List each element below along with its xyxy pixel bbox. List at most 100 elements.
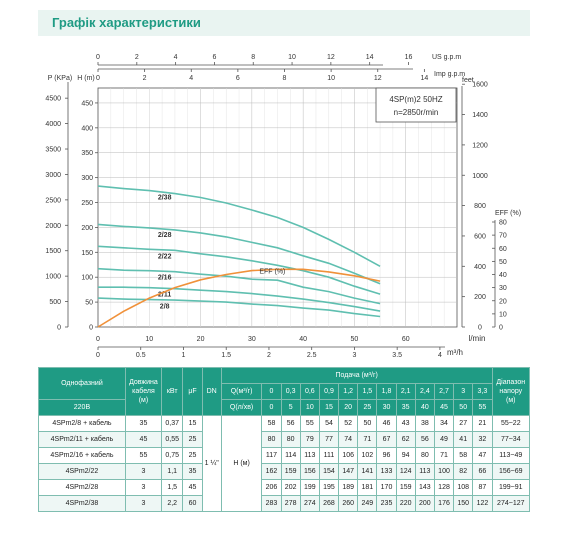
uf-cell: 15 bbox=[182, 415, 203, 432]
x-axis-unit-m3h: m³/h bbox=[447, 348, 463, 357]
head-value-cell: 100 bbox=[433, 463, 455, 480]
x-tick-label-lmin: 40 bbox=[299, 336, 307, 343]
head-value-cell: 82 bbox=[453, 463, 474, 480]
y-tick-label-head: 200 bbox=[81, 225, 93, 232]
y-tick-label-eff: 40 bbox=[499, 272, 507, 279]
y-axis-unit-eff: EFF (%) bbox=[495, 210, 521, 217]
head-value-cell: 141 bbox=[357, 463, 378, 480]
x-tick-label-us: 8 bbox=[251, 54, 255, 61]
speed-label: n=2850r/min bbox=[394, 108, 439, 117]
q-lmin-value: 45 bbox=[433, 399, 455, 416]
kw-cell: 1,5 bbox=[160, 479, 184, 496]
head-value-cell: 150 bbox=[453, 495, 474, 512]
y-tick-label-eff: 70 bbox=[499, 233, 507, 240]
head-value-cell: 249 bbox=[357, 495, 378, 512]
q-lmin-value: 35 bbox=[395, 399, 416, 416]
head-value-cell: 80 bbox=[280, 431, 301, 448]
x-tick-label-m3h: 4 bbox=[438, 352, 442, 359]
q-m3h-value: 0 bbox=[261, 383, 282, 400]
head-range-cell: 199~91 bbox=[491, 479, 531, 496]
y-tick-label-eff: 50 bbox=[499, 259, 507, 266]
dn-cell: 1 ¼" bbox=[201, 415, 222, 512]
x-tick-label-imp: 8 bbox=[283, 75, 287, 82]
y-tick-label-head: 350 bbox=[81, 150, 93, 157]
head-value-cell: 133 bbox=[376, 463, 397, 480]
q-lmin-value: 25 bbox=[357, 399, 378, 416]
x-tick-label-m3h: 3 bbox=[352, 352, 356, 359]
head-value-cell: 220 bbox=[395, 495, 416, 512]
q-m3h-value: 1,2 bbox=[338, 383, 359, 400]
curve-label-2-22: 2/22 bbox=[158, 253, 172, 260]
table-row: 4SPm2/28 3 1,5 45 206 202 199 195 189 181 170 159 14… bbox=[38, 479, 531, 496]
head-value-cell: 102 bbox=[357, 447, 378, 464]
y-tick-label-pressure: 4500 bbox=[45, 96, 61, 103]
q-m3h-value: 0,3 bbox=[280, 383, 301, 400]
cable-length-header: Довжина кабеля (м) bbox=[124, 367, 163, 416]
uf-cell: 60 bbox=[182, 495, 203, 512]
head-value-cell: 154 bbox=[318, 463, 340, 480]
head-value-cell: 114 bbox=[280, 447, 301, 464]
head-curve-2-11 bbox=[98, 286, 381, 312]
x-tick-label-lmin: 10 bbox=[145, 336, 153, 343]
y-tick-label-pressure: 2500 bbox=[45, 197, 61, 204]
head-curve-2-16 bbox=[97, 267, 381, 305]
table-row: 4SPm2/8 + кабель 35 0,37 15 1 ¼" H (м) 58 56 55 5… bbox=[38, 415, 531, 512]
uf-header: μF bbox=[182, 367, 203, 416]
head-value-cell: 113 bbox=[299, 447, 320, 464]
y-axis-unit-pressure: P (KPa) bbox=[48, 75, 72, 82]
head-value-cell: 79 bbox=[299, 431, 320, 448]
head-value-cell: 34 bbox=[433, 415, 455, 432]
head-value-cell: 159 bbox=[280, 463, 301, 480]
x-tick-label-m3h: 1.5 bbox=[221, 352, 231, 359]
model-cell: 4SPm2/22 bbox=[38, 463, 126, 480]
head-value-cell: 170 bbox=[376, 479, 397, 496]
head-value-cell: 49 bbox=[433, 431, 455, 448]
model-cell: 4SPm2/16 + кабель bbox=[38, 447, 126, 464]
x-tick-label-lmin: 20 bbox=[197, 336, 205, 343]
y-tick-label-feet: 600 bbox=[474, 233, 486, 240]
h-label-cell: H (м) bbox=[220, 415, 263, 512]
y-axis-unit-feet: feet bbox=[462, 77, 474, 84]
y-tick-label-head: 0 bbox=[89, 325, 93, 332]
y-tick-label-feet: 400 bbox=[474, 264, 486, 271]
head-value-cell: 181 bbox=[357, 479, 378, 496]
head-range-cell: 77~34 bbox=[491, 431, 531, 448]
x-tick-label-imp: 14 bbox=[420, 75, 428, 82]
table-body: 4SPm2/8 + кабель 35 0,37 15 1 ¼" H (м) 58 56 55 5… bbox=[38, 415, 531, 512]
q-lmin-value: 40 bbox=[414, 399, 435, 416]
head-value-cell: 52 bbox=[338, 415, 359, 432]
spec-table: Однофазний Довжина кабеля (м) кВт μF DN … bbox=[38, 367, 531, 512]
x-axis-unit-us: US g.p.m bbox=[432, 54, 461, 61]
kw-cell: 1,1 bbox=[160, 463, 184, 480]
page-title: Графік характеристики bbox=[52, 15, 201, 30]
single-phase-label: Однофазний bbox=[61, 380, 103, 387]
y-tick-label-head: 100 bbox=[81, 275, 93, 282]
head-value-cell: 46 bbox=[376, 415, 397, 432]
head-value-cell: 21 bbox=[472, 415, 493, 432]
flow-title: Подача (м³/г) bbox=[220, 367, 493, 384]
range-label-3: (м) bbox=[506, 397, 516, 404]
x-axis-unit-imp: Imp g.p.m bbox=[434, 71, 465, 78]
range-label-1: Діапазон bbox=[496, 379, 526, 386]
cable-length-cell: 3 bbox=[124, 495, 163, 512]
head-value-cell: 122 bbox=[472, 495, 493, 512]
x-tick-label-us: 10 bbox=[288, 54, 296, 61]
y-tick-label-feet: 0 bbox=[478, 325, 482, 332]
head-value-cell: 96 bbox=[376, 447, 397, 464]
head-value-cell: 111 bbox=[318, 447, 340, 464]
x-tick-label-imp: 12 bbox=[374, 75, 382, 82]
head-value-cell: 195 bbox=[318, 479, 340, 496]
head-value-cell: 143 bbox=[414, 479, 435, 496]
efficiency-curve bbox=[97, 268, 381, 328]
head-curve-2-28 bbox=[97, 223, 381, 285]
model-label: 4SP(m)2 50HZ bbox=[389, 95, 442, 104]
head-value-cell: 128 bbox=[433, 479, 455, 496]
y-tick-label-feet: 1600 bbox=[472, 82, 488, 89]
head-value-cell: 113 bbox=[414, 463, 435, 480]
y-tick-label-head: 400 bbox=[81, 125, 93, 132]
y-tick-label-eff: 30 bbox=[499, 285, 507, 292]
y-tick-label-pressure: 1000 bbox=[45, 274, 61, 281]
y-axis-unit-head: H (m) bbox=[77, 75, 95, 82]
x-tick-label-us: 2 bbox=[135, 54, 139, 61]
q-lmin-value: 50 bbox=[453, 399, 474, 416]
